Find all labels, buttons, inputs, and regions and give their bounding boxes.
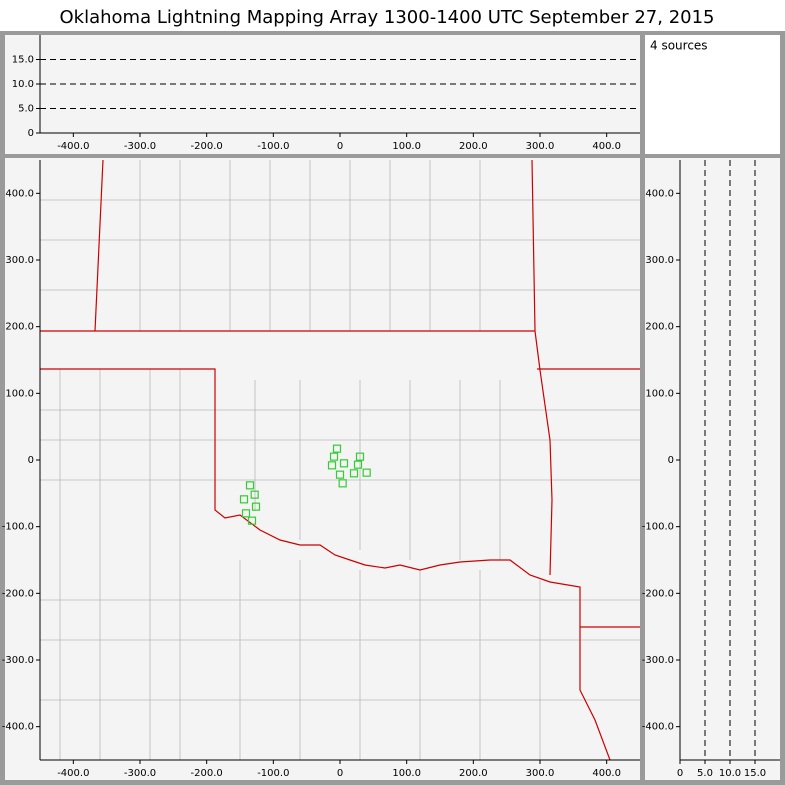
y-tick-label: -100.0 [642,522,674,533]
x-tick-label: 0 [677,768,683,779]
y-tick-label: -300.0 [642,655,674,666]
y-tick-label: 100.0 [5,388,34,399]
y-tick-label: -400.0 [642,722,674,733]
y-tick-label: 200.0 [645,322,674,333]
source-count: 4 sources [650,39,708,53]
y-tick-label: 300.0 [645,255,674,266]
y-tick-label: 200.0 [5,322,34,333]
x-tick-label: 0 [337,141,343,152]
lightning-source [251,502,261,511]
y-tick-label: -400.0 [2,722,34,733]
lightning-source [335,470,345,479]
y-tick-label: 5.0 [18,104,34,115]
lightning-source [362,468,371,477]
x-tick-label: -100.0 [257,768,289,779]
lightning-source [353,460,363,469]
lightning-source [339,459,349,468]
lightning-source [349,469,359,478]
y-tick-label: 400.0 [5,188,34,199]
lightning-source [247,516,257,525]
side-panel [645,158,780,780]
y-tick-label: 100.0 [645,388,674,399]
info-panel [645,35,780,154]
y-tick-label: -200.0 [642,588,674,599]
x-tick-label: 200.0 [459,141,488,152]
state-borders [40,160,640,760]
y-tick-label: 10.0 [12,79,34,90]
x-tick-label: -400.0 [57,141,89,152]
x-tick-label: -200.0 [191,141,223,152]
top-panel [5,35,640,154]
lightning-source [329,452,339,461]
lightning-source [338,479,347,488]
county-lines [40,160,640,760]
y-tick-label: 0 [28,128,34,139]
lightning-source [241,509,251,518]
x-tick-label: -400.0 [57,768,89,779]
x-tick-label: -200.0 [191,768,223,779]
x-tick-label: 5.0 [697,768,713,779]
y-tick-label: -200.0 [2,588,34,599]
x-tick-label: 200.0 [459,768,488,779]
title-bar [0,0,785,31]
title: Oklahoma Lightning Mapping Array 1300-14… [60,7,715,28]
lightning-source [327,461,337,470]
x-tick-label: -300.0 [124,768,156,779]
x-tick-label: -100.0 [257,141,289,152]
x-tick-label: 300.0 [526,141,555,152]
x-tick-label: 0 [337,768,343,779]
y-tick-label: 0 [28,455,34,466]
x-tick-label: 10.0 [719,768,741,779]
map-layer [40,160,640,760]
lightning-source [355,452,365,461]
x-tick-label: 15.0 [744,768,766,779]
x-tick-label: -300.0 [124,141,156,152]
x-tick-label: 300.0 [526,768,555,779]
x-tick-label: 400.0 [592,141,621,152]
y-tick-label: 15.0 [12,55,34,66]
x-tick-label: 100.0 [392,768,421,779]
lightning-source [239,495,249,504]
y-tick-label: -100.0 [2,522,34,533]
x-tick-label: 100.0 [392,141,421,152]
y-tick-label: 0 [668,455,674,466]
y-tick-label: 300.0 [5,255,34,266]
lightning-source [250,490,259,499]
y-tick-label: -300.0 [2,655,34,666]
x-tick-label: 400.0 [592,768,621,779]
lightning-source [245,481,255,490]
y-tick-label: 400.0 [645,188,674,199]
lightning-source [332,444,342,453]
